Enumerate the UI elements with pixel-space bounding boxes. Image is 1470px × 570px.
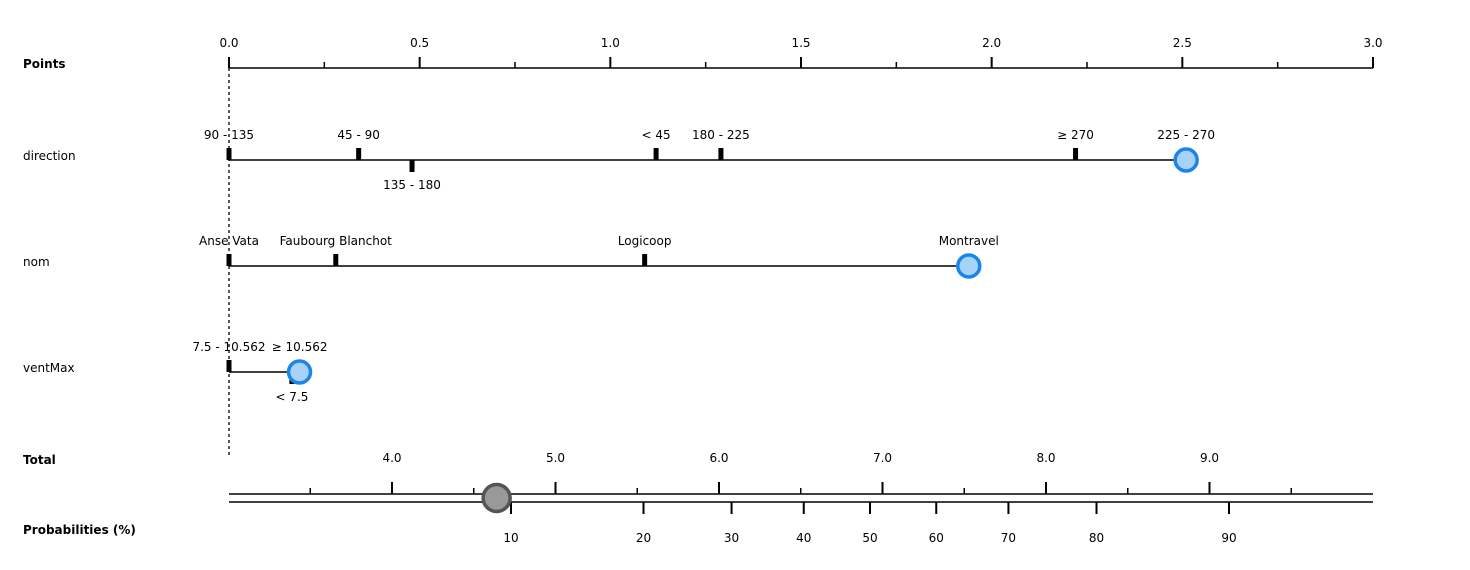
direction-level-label: 225 - 270 (1157, 128, 1215, 142)
points-tick-label: 0.0 (219, 36, 238, 50)
probability-tick-label: 20 (636, 531, 651, 545)
nom-level-label: Montravel (939, 234, 999, 248)
nom-level-tick (642, 254, 648, 266)
points-axis-label: Points (23, 57, 66, 71)
ventMax-selected-marker[interactable] (286, 359, 313, 385)
variable-row-direction: 90 - 135 45 - 90 135 - 180 < 45 180 - 225 ≥ 2… (204, 128, 1215, 192)
ventMax-level-label: < 7.5 (275, 390, 308, 404)
direction-label: direction (23, 149, 76, 163)
ventmax-label: ventMax (23, 361, 75, 375)
total-tick-label: 9.0 (1200, 451, 1219, 465)
probability-tick-label: 90 (1221, 531, 1236, 545)
direction-level-tick (1073, 148, 1079, 160)
total-tick-label: 7.0 (873, 451, 892, 465)
direction-level-label: ≥ 270 (1057, 128, 1094, 142)
probability-axis-label: Probabilities (%) (23, 523, 136, 537)
probability-tick-label: 60 (929, 531, 944, 545)
probability-tick-label: 70 (1001, 531, 1016, 545)
direction-level-tick (718, 148, 724, 160)
direction-level-label: 45 - 90 (337, 128, 380, 142)
total-axis-label: Total (23, 453, 56, 467)
points-tick-label: 1.5 (791, 36, 810, 50)
variable-rows: 90 - 135 45 - 90 135 - 180 < 45 180 - 225 ≥ 2… (192, 128, 1215, 404)
variable-row-nom: Anse Vata Faubourg Blanchot Logicoop Montra… (199, 234, 999, 279)
points-tick-label: 1.0 (601, 36, 620, 50)
points-tick-label: 0.5 (410, 36, 429, 50)
direction-level-label: 135 - 180 (383, 178, 441, 192)
nom-level-label: Anse Vata (199, 234, 259, 248)
total-tick-label: 5.0 (546, 451, 565, 465)
probability-tick-label: 50 (862, 531, 877, 545)
probability-tick-label: 40 (796, 531, 811, 545)
probability-axis: 10 20 30 40 50 60 70 80 90 (229, 482, 1373, 545)
direction-level-tick (409, 160, 415, 172)
total-tick-label: 4.0 (382, 451, 401, 465)
total-tick-label: 6.0 (709, 451, 728, 465)
direction-level-label: 90 - 135 (204, 128, 254, 142)
direction-level-tick (226, 148, 232, 160)
points-tick-label: 2.0 (982, 36, 1001, 50)
variable-row-ventMax: 7.5 - 10.562 ≥ 10.562 < 7.5 (192, 340, 327, 404)
total-selected-marker[interactable] (481, 482, 512, 514)
ventMax-level-label: 7.5 - 10.562 (192, 340, 265, 354)
total-axis: 4.0 5.0 6.0 7.0 8.0 9.0 (229, 451, 1373, 495)
total-tick-label: 8.0 (1036, 451, 1055, 465)
nom-level-label: Logicoop (618, 234, 672, 248)
ventMax-level-tick (226, 360, 232, 372)
nom-label: nom (23, 255, 50, 269)
direction-level-tick (356, 148, 362, 160)
points-tick-label: 3.0 (1363, 36, 1382, 50)
direction-level-tick (653, 148, 659, 160)
probability-tick-label: 10 (503, 531, 518, 545)
points-tick-label: 2.5 (1173, 36, 1192, 50)
probability-tick-label: 30 (724, 531, 739, 545)
nom-level-tick (333, 254, 339, 266)
direction-selected-marker[interactable] (1173, 147, 1199, 173)
probability-tick-label: 80 (1089, 531, 1104, 545)
nom-level-label: Faubourg Blanchot (280, 234, 393, 248)
direction-level-label: 180 - 225 (692, 128, 750, 142)
direction-level-label: < 45 (642, 128, 671, 142)
nom-level-tick (226, 254, 232, 266)
points-axis: 0.0 0.5 1.0 1.5 2.0 2.5 3.0 (219, 36, 1383, 69)
nom-selected-marker[interactable] (956, 253, 982, 279)
ventMax-level-label: ≥ 10.562 (272, 340, 328, 354)
